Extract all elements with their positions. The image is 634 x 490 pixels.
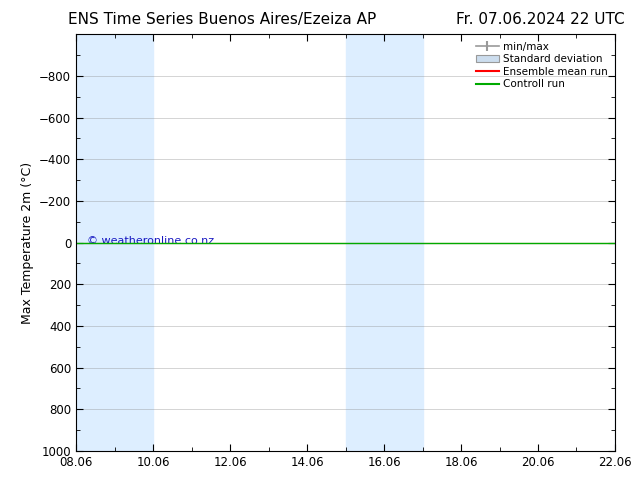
Text: © weatheronline.co.nz: © weatheronline.co.nz	[87, 236, 214, 246]
Bar	[76, 34, 153, 451]
Text: Fr. 07.06.2024 22 UTC: Fr. 07.06.2024 22 UTC	[456, 12, 625, 27]
Y-axis label: Max Temperature 2m (°C): Max Temperature 2m (°C)	[20, 162, 34, 323]
Bar	[615, 34, 634, 451]
Text: ENS Time Series Buenos Aires/Ezeiza AP: ENS Time Series Buenos Aires/Ezeiza AP	[68, 12, 376, 27]
Bar	[346, 34, 422, 451]
Legend: min/max, Standard deviation, Ensemble mean run, Controll run: min/max, Standard deviation, Ensemble me…	[474, 40, 610, 92]
